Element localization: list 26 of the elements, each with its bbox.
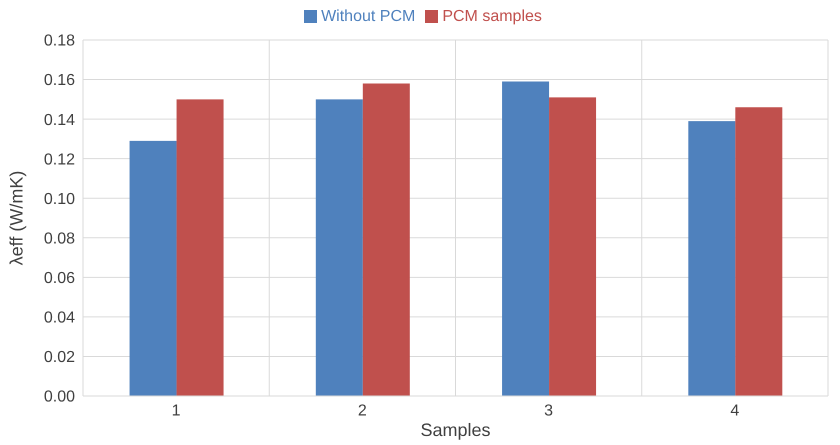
y-tick-label: 0.18 xyxy=(44,32,76,50)
y-tick-label: 0.08 xyxy=(44,230,76,248)
y-tick-label: 0.12 xyxy=(44,151,76,168)
y-axis-title: λeff (W/mK) xyxy=(6,170,26,266)
legend-label: PCM samples xyxy=(442,8,542,25)
x-tick-label: 1 xyxy=(172,402,181,420)
x-tick-label: 4 xyxy=(730,402,740,420)
bar xyxy=(362,84,410,396)
y-tick-label: 0.04 xyxy=(44,310,76,327)
y-tick-label: 0.10 xyxy=(44,190,76,208)
bar xyxy=(549,97,596,396)
x-axis-title: Samples xyxy=(420,420,491,440)
bar xyxy=(502,82,550,396)
y-tick-label: 0.14 xyxy=(44,112,76,129)
x-tick-label: 2 xyxy=(358,402,367,420)
y-tick-label: 0.16 xyxy=(44,72,76,90)
x-tick-label: 3 xyxy=(544,402,554,420)
bar xyxy=(688,121,736,396)
bar xyxy=(176,99,224,396)
bar xyxy=(130,140,177,396)
y-tick-label: 0.00 xyxy=(44,388,76,406)
y-tick-label: 0.06 xyxy=(44,270,76,288)
y-tick-label: 0.02 xyxy=(44,349,76,366)
bar xyxy=(735,107,782,396)
legend-label: Without PCM xyxy=(321,8,416,25)
bar xyxy=(316,99,363,396)
